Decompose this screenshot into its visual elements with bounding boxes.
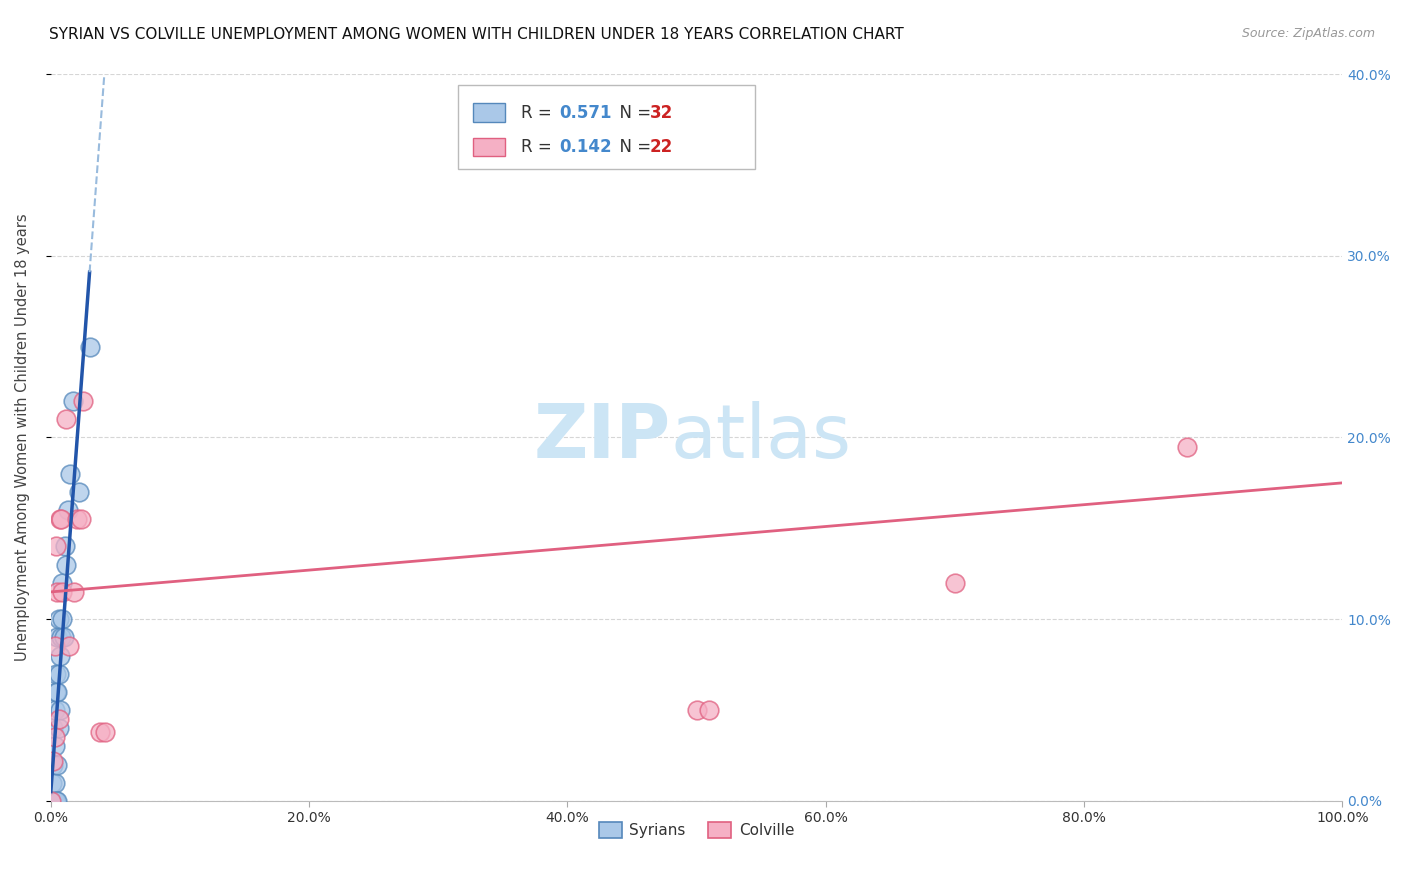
- Point: [94, 724, 117, 739]
- Text: 22: 22: [650, 137, 673, 156]
- Point: [46, 794, 69, 808]
- Point: [45, 666, 67, 681]
- Point: [59, 467, 82, 481]
- Text: N =: N =: [609, 137, 657, 156]
- Text: R =: R =: [520, 137, 557, 156]
- Point: [51, 585, 73, 599]
- FancyBboxPatch shape: [474, 137, 505, 156]
- Point: [63, 585, 86, 599]
- Point: [45, 540, 67, 554]
- Point: [51, 575, 73, 590]
- Point: [49, 648, 72, 663]
- FancyBboxPatch shape: [457, 85, 755, 169]
- Point: [46, 585, 69, 599]
- Text: 0.571: 0.571: [560, 103, 612, 121]
- Point: [41, 775, 63, 789]
- Point: [42, 794, 65, 808]
- Point: [39, 794, 62, 808]
- Point: [943, 575, 966, 590]
- Point: [51, 631, 73, 645]
- Point: [44, 794, 66, 808]
- Point: [53, 540, 76, 554]
- Point: [79, 340, 101, 354]
- Point: [72, 394, 94, 409]
- Legend: Syrians, Colville: Syrians, Colville: [592, 816, 800, 844]
- Point: [45, 685, 67, 699]
- Point: [89, 724, 111, 739]
- Point: [685, 703, 707, 717]
- Point: [51, 512, 73, 526]
- Point: [56, 503, 79, 517]
- Text: 32: 32: [650, 103, 673, 121]
- Point: [42, 754, 65, 768]
- Point: [42, 757, 65, 772]
- Point: [44, 731, 66, 745]
- Point: [1175, 440, 1198, 454]
- Text: N =: N =: [609, 103, 657, 121]
- Text: ZIP: ZIP: [533, 401, 671, 474]
- Text: R =: R =: [520, 103, 557, 121]
- Point: [46, 685, 69, 699]
- Point: [42, 721, 65, 735]
- Point: [48, 721, 70, 735]
- Point: [66, 512, 89, 526]
- Point: [46, 757, 69, 772]
- Point: [52, 631, 75, 645]
- Point: [44, 640, 66, 654]
- Point: [699, 703, 721, 717]
- Point: [45, 794, 67, 808]
- Point: [51, 612, 73, 626]
- Point: [48, 612, 70, 626]
- Point: [69, 512, 91, 526]
- Text: atlas: atlas: [671, 401, 852, 474]
- Text: Source: ZipAtlas.com: Source: ZipAtlas.com: [1241, 27, 1375, 40]
- Point: [48, 712, 70, 726]
- Point: [55, 558, 77, 572]
- Point: [48, 666, 70, 681]
- Point: [67, 485, 90, 500]
- Text: SYRIAN VS COLVILLE UNEMPLOYMENT AMONG WOMEN WITH CHILDREN UNDER 18 YEARS CORRELA: SYRIAN VS COLVILLE UNEMPLOYMENT AMONG WO…: [49, 27, 904, 42]
- Point: [55, 412, 77, 426]
- Point: [49, 512, 72, 526]
- FancyBboxPatch shape: [474, 103, 505, 121]
- Point: [44, 703, 66, 717]
- Point: [62, 394, 84, 409]
- Y-axis label: Unemployment Among Women with Children Under 18 years: Unemployment Among Women with Children U…: [15, 214, 30, 661]
- Point: [49, 703, 72, 717]
- Point: [44, 775, 66, 789]
- Point: [44, 739, 66, 754]
- Point: [41, 794, 63, 808]
- Point: [46, 631, 69, 645]
- Point: [58, 640, 80, 654]
- Text: 0.142: 0.142: [560, 137, 612, 156]
